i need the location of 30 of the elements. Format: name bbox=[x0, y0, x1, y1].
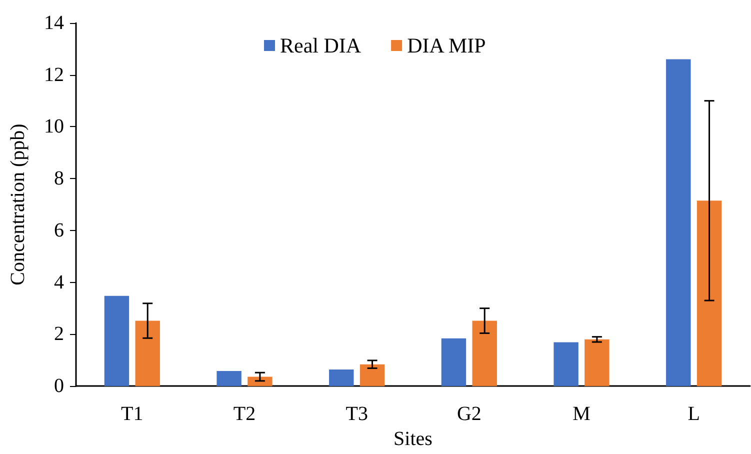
x-tick-label: T2 bbox=[233, 403, 256, 426]
y-tick-label: 0 bbox=[54, 375, 64, 398]
y-tick-label: 8 bbox=[54, 168, 64, 190]
y-tick-label: 2 bbox=[54, 323, 64, 346]
x-tick-label: G2 bbox=[456, 403, 482, 426]
x-tick-label: L bbox=[688, 403, 700, 426]
bar bbox=[696, 200, 722, 386]
bar bbox=[216, 371, 242, 386]
bar bbox=[329, 370, 354, 386]
bar bbox=[441, 338, 466, 386]
bar bbox=[584, 339, 610, 386]
y-tick-label: 14 bbox=[44, 12, 64, 34]
bar bbox=[248, 376, 272, 386]
x-tick-label: M bbox=[572, 403, 591, 426]
bar bbox=[360, 364, 385, 386]
bar bbox=[554, 342, 578, 386]
x-tick-label: T3 bbox=[346, 403, 368, 426]
bar bbox=[104, 296, 130, 386]
x-tick-label: T1 bbox=[121, 403, 144, 426]
legend-label: Real DIA bbox=[280, 34, 362, 58]
y-tick-label: 4 bbox=[54, 271, 64, 294]
y-tick-label: 10 bbox=[44, 116, 64, 138]
x-axis-title: Sites bbox=[394, 428, 433, 450]
legend-label: DIA MIP bbox=[407, 34, 486, 58]
bar bbox=[472, 320, 497, 386]
bar bbox=[666, 59, 691, 386]
bar bbox=[135, 320, 160, 386]
y-axis-title: Concentration (ppb) bbox=[7, 124, 29, 286]
y-tick-label: 12 bbox=[44, 64, 64, 86]
y-tick-label: 6 bbox=[54, 219, 64, 242]
